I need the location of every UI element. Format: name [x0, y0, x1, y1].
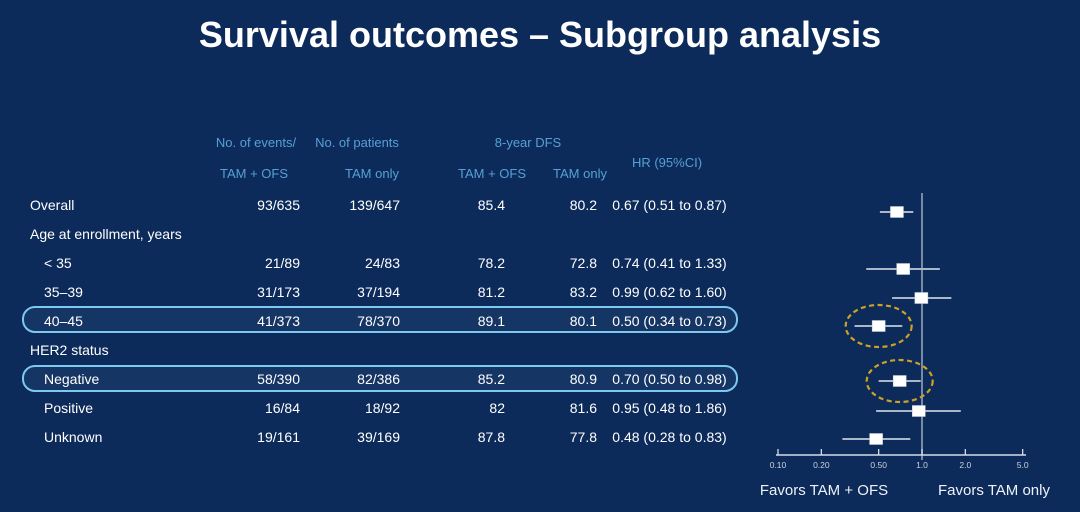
events-tam-only: 82/386	[357, 370, 400, 387]
tick-label: 0.20	[813, 460, 830, 470]
favors-left-label: Favors TAM + OFS	[759, 482, 889, 499]
table-row: Positive 16/84 18/92 82 81.6 0.95 (0.48 …	[0, 393, 742, 422]
events-tam-ofs: 93/635	[257, 196, 300, 213]
hr-marker	[871, 320, 886, 332]
hr-ci: 0.48 (0.28 to 0.83)	[612, 428, 727, 445]
events-tam-only: 24/83	[364, 254, 400, 271]
events-tam-ofs: 16/84	[264, 399, 300, 416]
row-label: Overall	[30, 196, 75, 213]
row-label: Positive	[44, 399, 94, 416]
col-header-events-2: No. of patients	[315, 135, 399, 150]
dfs-tam-ofs: 85.2	[477, 370, 505, 387]
hr-ci: 0.67 (0.51 to 0.87)	[612, 196, 727, 213]
hr-ci: 0.70 (0.50 to 0.98)	[612, 370, 727, 387]
tick-label: 1.0	[916, 460, 928, 470]
hr-marker	[912, 405, 926, 417]
events-tam-ofs: 31/173	[257, 283, 300, 300]
events-tam-only: 78/370	[357, 312, 400, 329]
hr-marker	[892, 375, 907, 387]
table-section-row: HER2 status	[0, 335, 742, 364]
events-tam-only: 139/647	[349, 196, 400, 213]
emphasis-ellipse	[844, 303, 913, 349]
hr-ci: 0.74 (0.41 to 1.33)	[612, 254, 727, 271]
dfs-tam-only: 72.8	[569, 254, 597, 271]
hr-marker	[896, 263, 910, 275]
row-label: < 35	[44, 254, 72, 271]
tick-label: 0.50	[870, 460, 887, 470]
table-row: < 35 21/89 24/83 78.2 72.8 0.74 (0.41 to…	[0, 248, 742, 277]
dfs-tam-only: 80.9	[569, 370, 597, 387]
table-row-highlighted: Negative 58/390 82/386 85.2 80.9 0.70 (0…	[0, 364, 742, 393]
emphasis-ellipse	[865, 358, 934, 404]
hr-ci: 0.95 (0.48 to 1.86)	[612, 399, 727, 416]
col-subheader-tam-ofs-events: TAM + OFS	[219, 166, 289, 181]
dfs-tam-only: 81.6	[569, 399, 597, 416]
hr-marker	[890, 206, 904, 218]
section-label: HER2 status	[30, 341, 109, 358]
table-row: Unknown 19/161 39/169 87.8 77.8 0.48 (0.…	[0, 422, 742, 451]
hr-ci: 0.99 (0.62 to 1.60)	[612, 283, 727, 300]
table-row: 35–39 31/173 37/194 81.2 83.2 0.99 (0.62…	[0, 277, 742, 306]
section-label: Age at enrollment, years	[30, 225, 182, 242]
events-tam-ofs: 21/89	[264, 254, 300, 271]
dfs-tam-only: 80.1	[569, 312, 597, 329]
dfs-tam-only: 80.2	[569, 196, 597, 213]
events-tam-only: 18/92	[364, 399, 400, 416]
dfs-tam-ofs: 87.8	[477, 428, 505, 445]
dfs-tam-ofs: 89.1	[477, 312, 505, 329]
page-title: Survival outcomes – Subgroup analysis	[198, 14, 882, 55]
dfs-tam-only: 77.8	[569, 428, 597, 445]
table-section-row: Age at enrollment, years	[0, 219, 742, 248]
hr-ci: 0.50 (0.34 to 0.73)	[612, 312, 727, 329]
row-label: 40–45	[44, 312, 83, 329]
dfs-tam-ofs: 85.4	[477, 196, 505, 213]
dfs-tam-ofs: 82	[489, 399, 505, 416]
tick-label: 5.0	[1017, 460, 1029, 470]
hr-marker	[914, 292, 929, 304]
events-tam-ofs: 19/161	[257, 428, 300, 445]
col-header-events-1: No. of events/	[215, 135, 297, 150]
row-label: 35–39	[44, 283, 83, 300]
row-label: Unknown	[44, 428, 103, 445]
table-row-highlighted: 40–45 41/373 78/370 89.1 80.1 0.50 (0.34…	[0, 306, 742, 335]
events-tam-only: 39/169	[357, 428, 400, 445]
tick-label: 0.10	[770, 460, 787, 470]
row-label: Negative	[44, 370, 100, 387]
events-tam-only: 37/194	[357, 283, 400, 300]
table-row: Overall 93/635 139/647 85.4 80.2 0.67 (0…	[0, 190, 742, 219]
col-subheader-tam-only-dfs: TAM only	[553, 166, 607, 181]
events-tam-ofs: 58/390	[257, 370, 300, 387]
col-subheader-tam-only-events: TAM only	[345, 166, 399, 181]
highlight-box-negative	[22, 365, 738, 392]
col-header-dfs: 8-year DFS	[494, 135, 562, 150]
hr-marker	[869, 433, 883, 445]
events-tam-ofs: 41/373	[257, 312, 300, 329]
dfs-tam-ofs: 81.2	[477, 283, 505, 300]
dfs-tam-only: 83.2	[569, 283, 597, 300]
highlight-box-40-45	[22, 306, 738, 333]
col-subheader-tam-ofs-dfs: TAM + OFS	[457, 166, 527, 181]
col-header-hr: HR (95%CI)	[631, 155, 703, 170]
favors-right-label: Favors TAM only	[938, 482, 1050, 499]
tick-label: 2.0	[959, 460, 971, 470]
dfs-tam-ofs: 78.2	[477, 254, 505, 271]
forest-plot: 0.10 0.20 0.50 1.0 2.0 5.0	[770, 193, 1029, 470]
